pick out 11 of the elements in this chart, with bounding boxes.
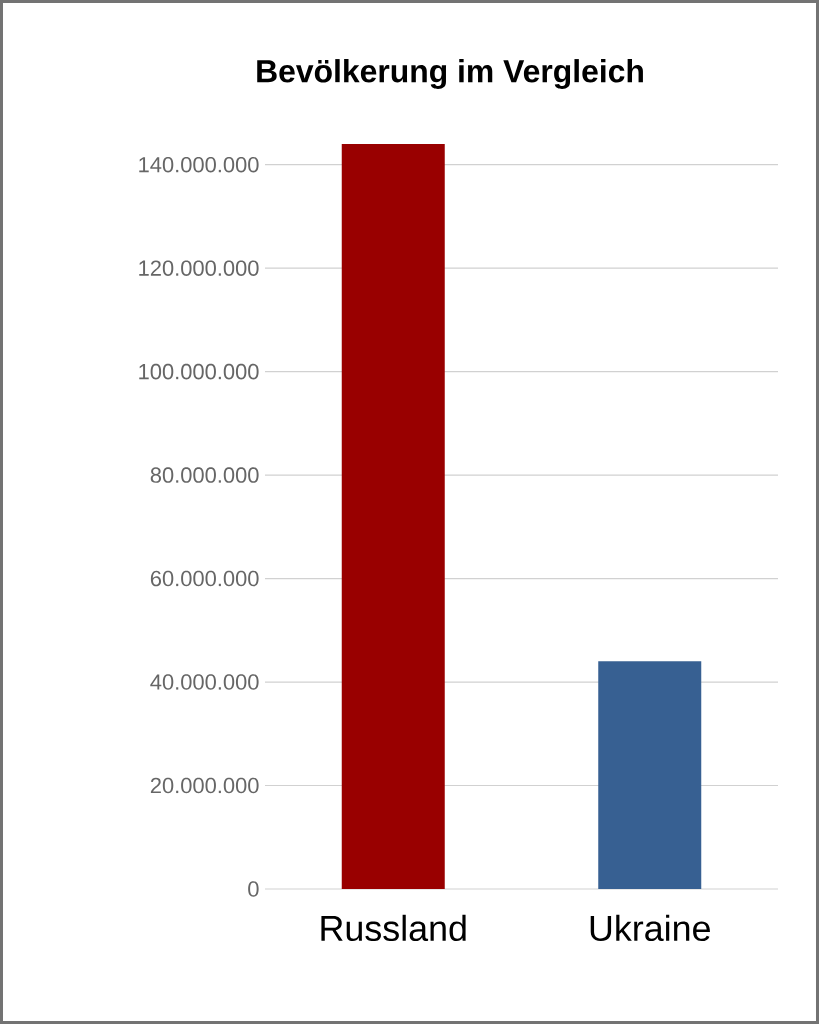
y-tick-label: 140.000.000 [139, 156, 259, 173]
y-tick-label: 40.000.000 [150, 674, 259, 690]
y-tick-label: 100.000.000 [139, 363, 259, 380]
y-tick-label: 80.000.000 [150, 467, 259, 483]
y-tick-label: 120.000.000 [139, 260, 259, 276]
chart-title: Bevölkerung im Vergleich [257, 59, 643, 89]
y-tick-label: 0 [248, 881, 259, 897]
x-tick-label: Ukraine [590, 914, 710, 942]
y-tick-label: 60.000.000 [150, 570, 259, 587]
x-tick-label: Russland [321, 914, 466, 942]
y-tick-label: 20.000.000 [150, 777, 259, 794]
